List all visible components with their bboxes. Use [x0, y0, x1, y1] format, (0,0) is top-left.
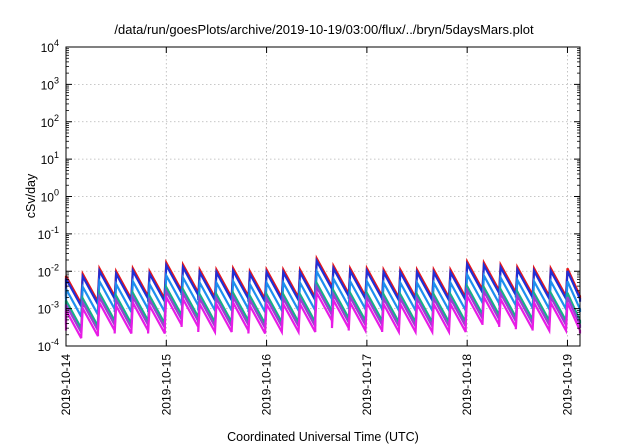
x-tick-label: 2019-10-18: [460, 354, 474, 416]
y-tick-label: 101: [41, 150, 59, 167]
y-tick-label: 104: [41, 38, 59, 55]
series-layer: [64, 254, 582, 339]
series-line: [64, 288, 582, 339]
x-tick-label: 2019-10-19: [560, 354, 574, 416]
y-tick-label: 10-4: [38, 337, 59, 354]
y-tick-label: 10-2: [38, 262, 59, 279]
tick-marks: [65, 46, 580, 347]
chart-title: /data/run/goesPlots/archive/2019-10-19/0…: [114, 22, 534, 37]
y-tick-label: 102: [41, 113, 59, 130]
y-tick-label: 10-3: [38, 300, 59, 317]
x-tick-label: 2019-10-14: [59, 354, 73, 416]
y-tick-label: 103: [41, 75, 59, 92]
y-tick-label: 100: [41, 188, 59, 205]
x-tick-labels: 2019-10-14 2019-10-15 2019-10-16 2019-10-17…: [59, 354, 574, 416]
x-tick-label: 2019-10-15: [159, 354, 173, 416]
y-tick-labels: 104 103 102 101 100 10-1 10-2 10-3 10-4: [38, 38, 59, 354]
x-tick-label: 2019-10-16: [260, 354, 274, 416]
x-axis-label: Coordinated Universal Time (UTC): [227, 430, 419, 444]
y-tick-label: 10-1: [38, 225, 59, 242]
y-axis-label: cSv/day: [24, 173, 38, 218]
x-tick-label: 2019-10-17: [360, 354, 374, 416]
